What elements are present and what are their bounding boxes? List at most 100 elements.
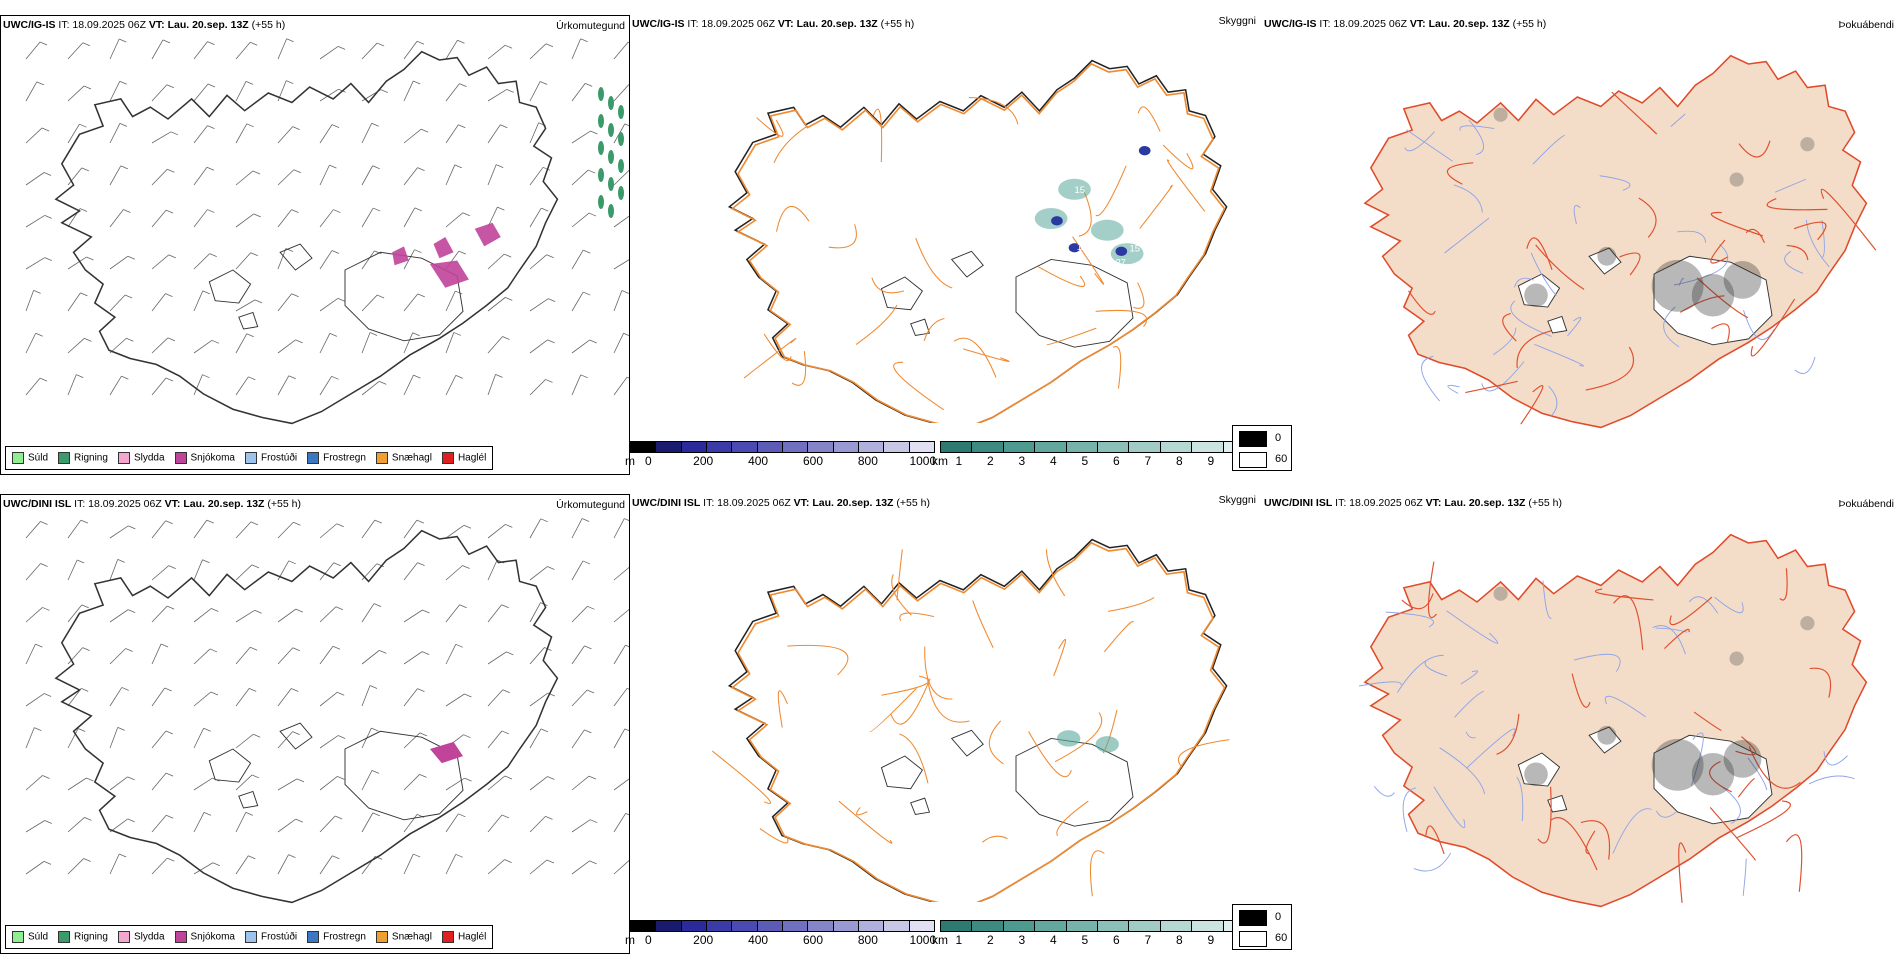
colorbar-cell [783, 921, 808, 931]
wind-barb [194, 692, 218, 706]
snow-area [434, 237, 454, 258]
river [1448, 385, 1460, 393]
wind-barb [320, 165, 336, 185]
wind-barb [236, 688, 256, 706]
init-time: IT: 18.09.2025 06Z [703, 497, 791, 509]
wind-barb [530, 299, 555, 311]
wind-barb [488, 337, 510, 353]
wind-barb [572, 250, 590, 269]
vt-label: VT: [1410, 18, 1426, 30]
wind-barb [152, 731, 173, 748]
wind-barb [152, 40, 170, 59]
wind-barb [488, 254, 511, 269]
legend-item: Slydda [118, 452, 165, 464]
legend-item: Frostúði [245, 452, 297, 464]
wind-barb [530, 340, 555, 353]
legend-swatch [442, 931, 454, 943]
wind-barb [194, 254, 217, 269]
fog-legend-swatch [1239, 931, 1267, 947]
legend-label: Snjókoma [191, 453, 235, 464]
visibility-area [1035, 208, 1068, 229]
wind-barb [278, 819, 303, 832]
cover-panel-row1: UWC/IG-IS IT: 18.09.2025 06Z VT: Lau. 20… [1262, 15, 1898, 475]
wind-barb [614, 214, 629, 227]
wind-barb [488, 776, 512, 790]
wind-barb [362, 728, 378, 748]
wind-barb [488, 815, 509, 832]
legend-label: Haglél [458, 932, 486, 943]
legend-item: Súld [12, 931, 48, 943]
wind-barb [26, 42, 47, 59]
wind-barb [110, 649, 133, 664]
legend-swatch [12, 931, 24, 943]
rain-cell [608, 123, 614, 137]
wind-barb [320, 125, 339, 143]
wind-barb [278, 648, 300, 664]
colorbar-cell [682, 442, 707, 452]
visibility-area [1091, 220, 1124, 241]
wind-barb [110, 39, 126, 59]
wind-barb [446, 375, 463, 395]
wind-barb [320, 607, 343, 622]
wind-barb [572, 170, 595, 185]
cloudbase-area [1139, 146, 1151, 155]
wind-barb [26, 728, 41, 748]
wind-barb [614, 813, 629, 832]
wind-barb [446, 605, 467, 622]
wind-barb [320, 46, 345, 59]
cover-panel-row2: UWC/DINI ISL IT: 18.09.2025 06Z VT: Lau.… [1262, 494, 1898, 954]
colorbar-cell [834, 442, 859, 452]
wind-barb [572, 861, 597, 874]
wind-barb [278, 127, 300, 143]
wind-barb [572, 340, 597, 353]
colorbar-cell [884, 921, 909, 931]
wind-barb [26, 694, 51, 706]
wind-barb [194, 126, 214, 143]
wind-barb [194, 812, 211, 832]
fog-legend-label: 60 [1275, 453, 1287, 465]
wind-barb [68, 375, 83, 395]
wind-barb [194, 649, 217, 664]
colorbar-tick-label: 1 [956, 933, 963, 947]
fog-area [1724, 261, 1762, 299]
wind-barb [572, 730, 591, 748]
colorbar-ticks: km12345678910 [940, 932, 1255, 946]
visibility-colorbar: km12345678910 [940, 441, 1255, 471]
legend-swatch [245, 452, 257, 464]
wind-barb [26, 82, 44, 101]
wind-barb [320, 524, 344, 538]
cloudbase-area [1115, 247, 1127, 256]
wind-barb [614, 333, 629, 353]
wind-barb [278, 376, 296, 395]
fog-area [1494, 587, 1508, 601]
wind-barb [404, 294, 425, 311]
wind-barb [152, 566, 176, 580]
wind-barb [614, 688, 629, 706]
wind-barb [194, 84, 215, 101]
station-label: 15 [1075, 185, 1085, 195]
wind-barb [68, 86, 91, 101]
wind-barb [236, 334, 254, 353]
legend-swatch [245, 931, 257, 943]
fog-area [1800, 137, 1814, 151]
wind-barb [362, 604, 381, 622]
wind-barb [194, 42, 214, 59]
legend-swatch [175, 452, 187, 464]
model-name: UWC/IG-IS [3, 19, 56, 31]
lead-time: (+55 h) [881, 18, 915, 30]
colorbar-tick-label: 200 [693, 454, 713, 468]
wind-barb [530, 379, 553, 395]
legend-label: Slydda [134, 932, 165, 943]
wind-barb [152, 521, 173, 538]
legend-swatch [58, 931, 70, 943]
river [1795, 357, 1815, 374]
wind-barb [530, 81, 547, 101]
rain-cell [598, 168, 604, 182]
river [1743, 859, 1746, 896]
wind-barb [152, 85, 174, 101]
wind-barb [110, 210, 130, 227]
wind-barb [488, 45, 512, 59]
colorbar-cell [631, 442, 656, 452]
